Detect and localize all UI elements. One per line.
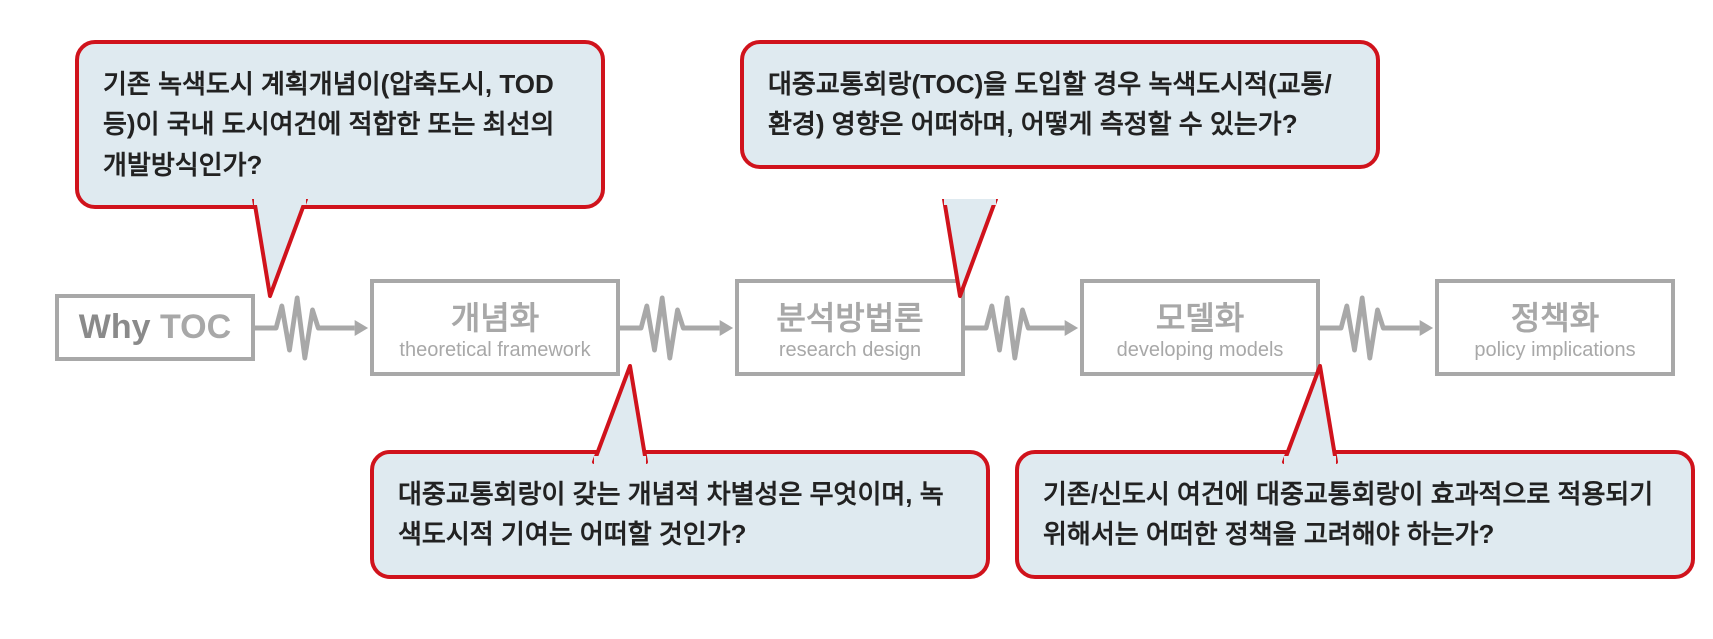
stage-theoretical-title: 개념화 bbox=[451, 293, 539, 339]
bubble-q4: 기존/신도시 여건에 대중교통회랑이 효과적으로 적용되기 위해서는 어떠한 정… bbox=[1015, 450, 1695, 579]
stage-policy-title: 정책화 bbox=[1511, 293, 1599, 339]
stage-research-design-title: 분석방법론 bbox=[776, 293, 923, 339]
bubble-q1-text: 기존 녹색도시 계획개념이(압축도시, TOD등)이 국내 도시여건에 적합한 … bbox=[103, 69, 554, 180]
stage-why-toc: Why TOC bbox=[55, 294, 255, 361]
bubble-q2: 대중교통회랑이 갖는 개념적 차별성은 무엇이며, 녹색도시적 기여는 어떠할 … bbox=[370, 450, 990, 579]
stage-theoretical-sub: theoretical framework bbox=[399, 339, 590, 362]
bubble-q3-tail bbox=[940, 199, 1000, 304]
stage-models-title: 모델화 bbox=[1156, 293, 1244, 339]
bubble-q4-tail bbox=[1280, 360, 1340, 464]
bubble-q1-tail bbox=[250, 199, 310, 304]
bubble-q3-text: 대중교통회랑(TOC)을 도입할 경우 녹색도시적(교통/환경) 영향은 어떠하… bbox=[768, 69, 1332, 139]
bubble-q1: 기존 녹색도시 계획개념이(압축도시, TOD등)이 국내 도시여건에 적합한 … bbox=[75, 40, 605, 209]
bubble-q2-tail bbox=[590, 360, 650, 464]
stage-policy-sub: policy implications bbox=[1474, 339, 1635, 362]
connector-1 bbox=[620, 288, 735, 368]
bubble-q3: 대중교통회랑(TOC)을 도입할 경우 녹색도시적(교통/환경) 영향은 어떠하… bbox=[740, 40, 1380, 169]
stage-theoretical: 개념화theoretical framework bbox=[370, 279, 620, 376]
connector-3 bbox=[1320, 288, 1435, 368]
stage-research-design-sub: research design bbox=[779, 339, 921, 362]
stage-policy: 정책화policy implications bbox=[1435, 279, 1675, 376]
bubble-q4-text: 기존/신도시 여건에 대중교통회랑이 효과적으로 적용되기 위해서는 어떠한 정… bbox=[1043, 479, 1653, 549]
stage-research-design: 분석방법론research design bbox=[735, 279, 965, 376]
bubble-q2-text: 대중교통회랑이 갖는 개념적 차별성은 무엇이며, 녹색도시적 기여는 어떠할 … bbox=[398, 479, 944, 549]
stage-why-toc-label: Why TOC bbox=[79, 308, 231, 347]
stage-models-sub: developing models bbox=[1117, 339, 1284, 362]
